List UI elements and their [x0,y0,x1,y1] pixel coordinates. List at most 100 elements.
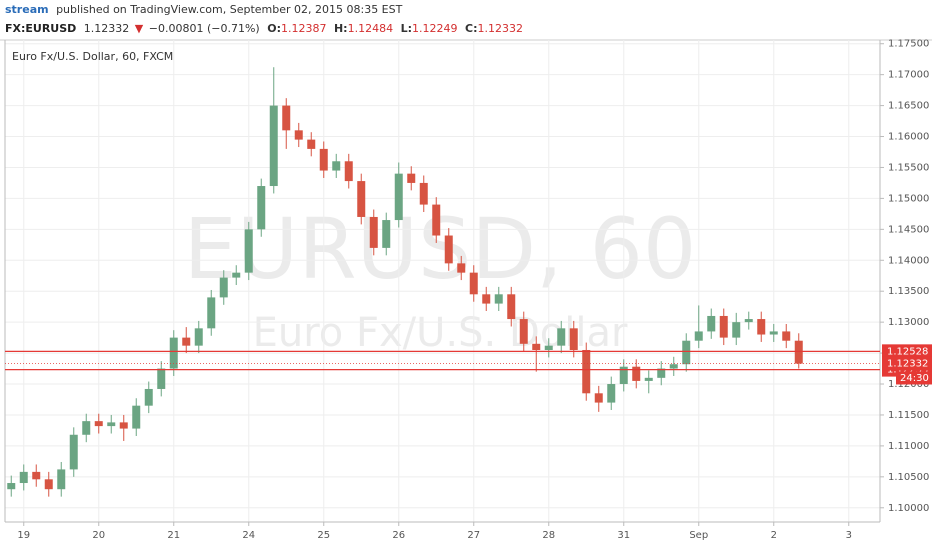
candle-body [244,229,253,273]
hline-label: 1.12528 [887,346,928,357]
candle-body [457,263,466,273]
candle-body [57,469,66,490]
y-tick-label: 1.10500 [888,472,929,483]
candle-body [707,315,716,332]
candle-body [769,331,778,335]
candle-body [444,235,453,264]
x-tick-label: 2 [771,530,777,541]
countdown-box [896,371,932,385]
candle-body [569,328,578,350]
candle-body [582,349,591,394]
x-tick-label: 24 [242,530,255,541]
candle-body [732,322,741,338]
x-tick-label: Sep [689,530,708,541]
candle-body [369,216,378,248]
legend: FX:EURUSD 1.12332 ▼ −0.00801 (−0.71%) O:… [5,22,523,35]
candle-body [694,331,703,341]
candle-body [82,421,91,435]
candle-body [669,364,678,369]
candle-body [394,173,403,221]
y-tick-label: 1.11000 [888,441,929,452]
candle-body [657,368,666,378]
chart-title: Euro Fx/U.S. Dollar, 60, FXCM [12,50,173,63]
candle-body [219,277,228,298]
candle-body [432,204,441,236]
candle-body [594,393,603,403]
x-tick-label: 3 [846,530,852,541]
x-tick-label: 27 [467,530,480,541]
candle-body [282,105,291,131]
candle-body [644,377,653,381]
candle-body [344,161,353,182]
h: 1.12484 [348,22,394,35]
candle-body [7,483,16,490]
candle-body [157,368,166,389]
y-tick-label: 1.16500 [888,101,929,112]
author[interactable]: stream [5,3,49,16]
candle-body [744,319,753,323]
candle-body [132,405,141,429]
hline-label-box [882,344,932,359]
candle-body [107,422,116,427]
o: 1.12387 [281,22,327,35]
candle-body [169,337,178,369]
candle-body [794,340,803,364]
y-tick-label: 1.13500 [888,286,929,297]
published: published on TradingView.com, September … [56,3,403,16]
y-tick-label: 1.17500 [888,39,929,50]
last-price-box [882,356,932,371]
l: 1.12249 [412,22,458,35]
candle-body [507,294,516,320]
change: −0.00801 (−0.71%) [149,22,260,35]
countdown: 24:30 [900,373,929,384]
candle-body [119,422,128,429]
candle-body [232,272,241,278]
c-label: C: [465,22,477,35]
x-tick-label: 19 [17,530,30,541]
c: 1.12332 [477,22,523,35]
y-tick-label: 1.15500 [888,162,929,173]
y-tick-label: 1.14500 [888,224,929,235]
candle-body [382,220,391,248]
header: stream published on TradingView.com, Sep… [5,3,403,16]
candle-body [419,182,428,205]
last-price-label: 1.12332 [887,358,928,369]
candle-body [194,328,203,346]
candle-body [32,471,41,480]
grid [5,40,880,522]
candle-body [94,421,103,427]
candle-body [544,345,553,350]
candle-body [269,105,278,187]
candle-body [632,366,641,381]
last: 1.12332 [84,22,130,35]
y-tick-label: 1.15000 [888,193,929,204]
candle-body [469,272,478,295]
y-tick-label: 1.10000 [888,503,929,514]
x-tick-label: 20 [92,530,105,541]
y-tick-label: 1.14000 [888,255,929,266]
candle-body [182,337,191,346]
y-tick-label: 1.12000 [888,379,929,390]
h-label: H: [334,22,348,35]
x-tick-label: 28 [542,530,555,541]
o-label: O: [267,22,281,35]
candle-body [682,340,691,365]
x-tick-label: 31 [617,530,630,541]
y-tick-label: 1.17000 [888,70,929,81]
x-tick-label: 21 [167,530,180,541]
l-label: L: [401,22,412,35]
candle-body [719,315,728,338]
x-tick-label: 25 [317,530,330,541]
candle-body [144,388,153,406]
candle-body [519,319,528,344]
candle-body [482,294,491,304]
candle-body [207,297,216,329]
arrow: ▼ [135,22,144,35]
candle-body [757,319,766,335]
candle-body [69,434,78,470]
candle-body [494,294,503,304]
candle-body [357,181,366,217]
y-tick-label: 1.11500 [888,410,929,421]
